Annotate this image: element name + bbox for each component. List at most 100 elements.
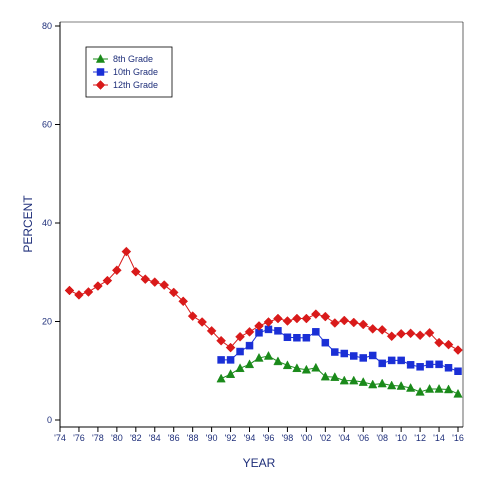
data-point bbox=[159, 280, 170, 290]
data-point bbox=[377, 378, 387, 388]
y-tick-label: 80 bbox=[42, 21, 52, 31]
data-point bbox=[425, 360, 434, 369]
data-point bbox=[245, 341, 254, 350]
x-tick-label: '92 bbox=[225, 433, 237, 443]
x-tick-label: '04 bbox=[338, 433, 350, 443]
data-point bbox=[226, 356, 235, 364]
data-point bbox=[443, 339, 454, 350]
x-tick-label: '86 bbox=[168, 433, 180, 443]
x-tick-label: '74 bbox=[54, 433, 66, 443]
y-tick-label: 0 bbox=[47, 415, 52, 425]
data-point bbox=[235, 363, 245, 373]
legend-label: 10th Grade bbox=[113, 67, 158, 77]
data-point bbox=[396, 380, 406, 390]
data-point bbox=[349, 375, 359, 385]
data-point bbox=[368, 379, 378, 389]
data-point bbox=[406, 382, 416, 392]
data-point bbox=[397, 356, 405, 365]
data-point bbox=[444, 364, 453, 372]
legend-marker bbox=[96, 68, 105, 76]
data-point bbox=[329, 318, 340, 328]
data-point bbox=[311, 362, 321, 372]
data-point bbox=[320, 311, 331, 322]
x-axis-ticks: '74 '76 '78 '80 '82 '84 '86 '88 '90 '92 '94 '96 '98 '… bbox=[54, 427, 464, 443]
data-point bbox=[339, 315, 350, 326]
series-layer bbox=[64, 246, 463, 398]
data-point bbox=[274, 327, 282, 335]
data-point bbox=[263, 350, 274, 360]
x-tick-label: '16 bbox=[452, 433, 464, 443]
x-tick-label: '06 bbox=[357, 433, 369, 443]
data-point bbox=[273, 313, 283, 324]
data-point bbox=[416, 363, 424, 371]
data-point bbox=[405, 328, 416, 339]
data-point bbox=[350, 352, 358, 360]
data-point bbox=[396, 328, 406, 339]
data-point bbox=[216, 373, 226, 383]
x-tick-label: '82 bbox=[130, 433, 142, 443]
x-tick-label: '00 bbox=[301, 433, 313, 443]
data-point bbox=[83, 287, 94, 297]
data-point bbox=[236, 347, 244, 356]
data-point bbox=[434, 337, 444, 348]
data-point bbox=[434, 383, 444, 393]
data-point bbox=[358, 319, 369, 330]
x-tick-label: '88 bbox=[187, 433, 199, 443]
data-point bbox=[424, 383, 435, 393]
data-point bbox=[130, 266, 141, 277]
data-point bbox=[386, 331, 397, 342]
x-tick-label: '94 bbox=[244, 433, 256, 443]
legend-label: 8th Grade bbox=[113, 54, 153, 64]
data-point bbox=[64, 285, 75, 296]
data-point bbox=[292, 313, 302, 324]
data-point bbox=[377, 325, 388, 335]
data-point bbox=[331, 348, 339, 356]
series-8th-grade bbox=[216, 350, 463, 398]
data-point bbox=[282, 316, 293, 326]
data-point bbox=[121, 246, 132, 257]
data-point bbox=[387, 380, 397, 390]
data-point bbox=[206, 326, 217, 336]
data-point bbox=[415, 386, 425, 396]
data-point bbox=[358, 377, 368, 386]
data-point bbox=[254, 352, 264, 362]
x-tick-label: '96 bbox=[263, 433, 275, 443]
data-point bbox=[320, 371, 330, 381]
y-tick-label: 20 bbox=[42, 317, 52, 327]
data-point bbox=[454, 367, 462, 375]
data-point bbox=[273, 356, 283, 366]
x-tick-label: '08 bbox=[376, 433, 388, 443]
legend-label: 12th Grade bbox=[113, 80, 158, 90]
data-point bbox=[348, 317, 359, 328]
series-12th-grade bbox=[64, 246, 463, 355]
x-tick-label: '12 bbox=[414, 433, 426, 443]
data-point bbox=[283, 333, 292, 342]
y-tick-label: 60 bbox=[42, 120, 52, 130]
data-point bbox=[339, 375, 349, 385]
x-tick-label: '80 bbox=[111, 433, 123, 443]
data-point bbox=[217, 356, 225, 364]
y-axis-ticks: 0 20 40 60 80 bbox=[42, 21, 60, 425]
series-10th-grade bbox=[217, 325, 462, 375]
data-point bbox=[168, 287, 179, 298]
data-point bbox=[301, 364, 311, 374]
data-point bbox=[293, 334, 301, 342]
data-point bbox=[282, 360, 293, 370]
data-point bbox=[367, 324, 378, 334]
y-axis-title: PERCENT bbox=[21, 195, 35, 253]
data-point bbox=[102, 275, 113, 286]
data-point bbox=[244, 326, 255, 337]
y-tick-label: 40 bbox=[42, 218, 52, 228]
x-tick-label: '78 bbox=[92, 433, 104, 443]
x-tick-label: '02 bbox=[319, 433, 331, 443]
legend: 8th Grade 10th Grade 12th Grade bbox=[85, 46, 173, 98]
x-tick-label: '76 bbox=[73, 433, 85, 443]
data-point bbox=[140, 274, 151, 284]
x-axis-title: YEAR bbox=[243, 456, 276, 470]
data-point bbox=[197, 317, 207, 327]
data-point bbox=[368, 351, 377, 360]
data-point bbox=[301, 313, 312, 324]
data-point bbox=[340, 349, 349, 358]
x-tick-label: '14 bbox=[433, 433, 445, 443]
data-point bbox=[235, 331, 245, 342]
